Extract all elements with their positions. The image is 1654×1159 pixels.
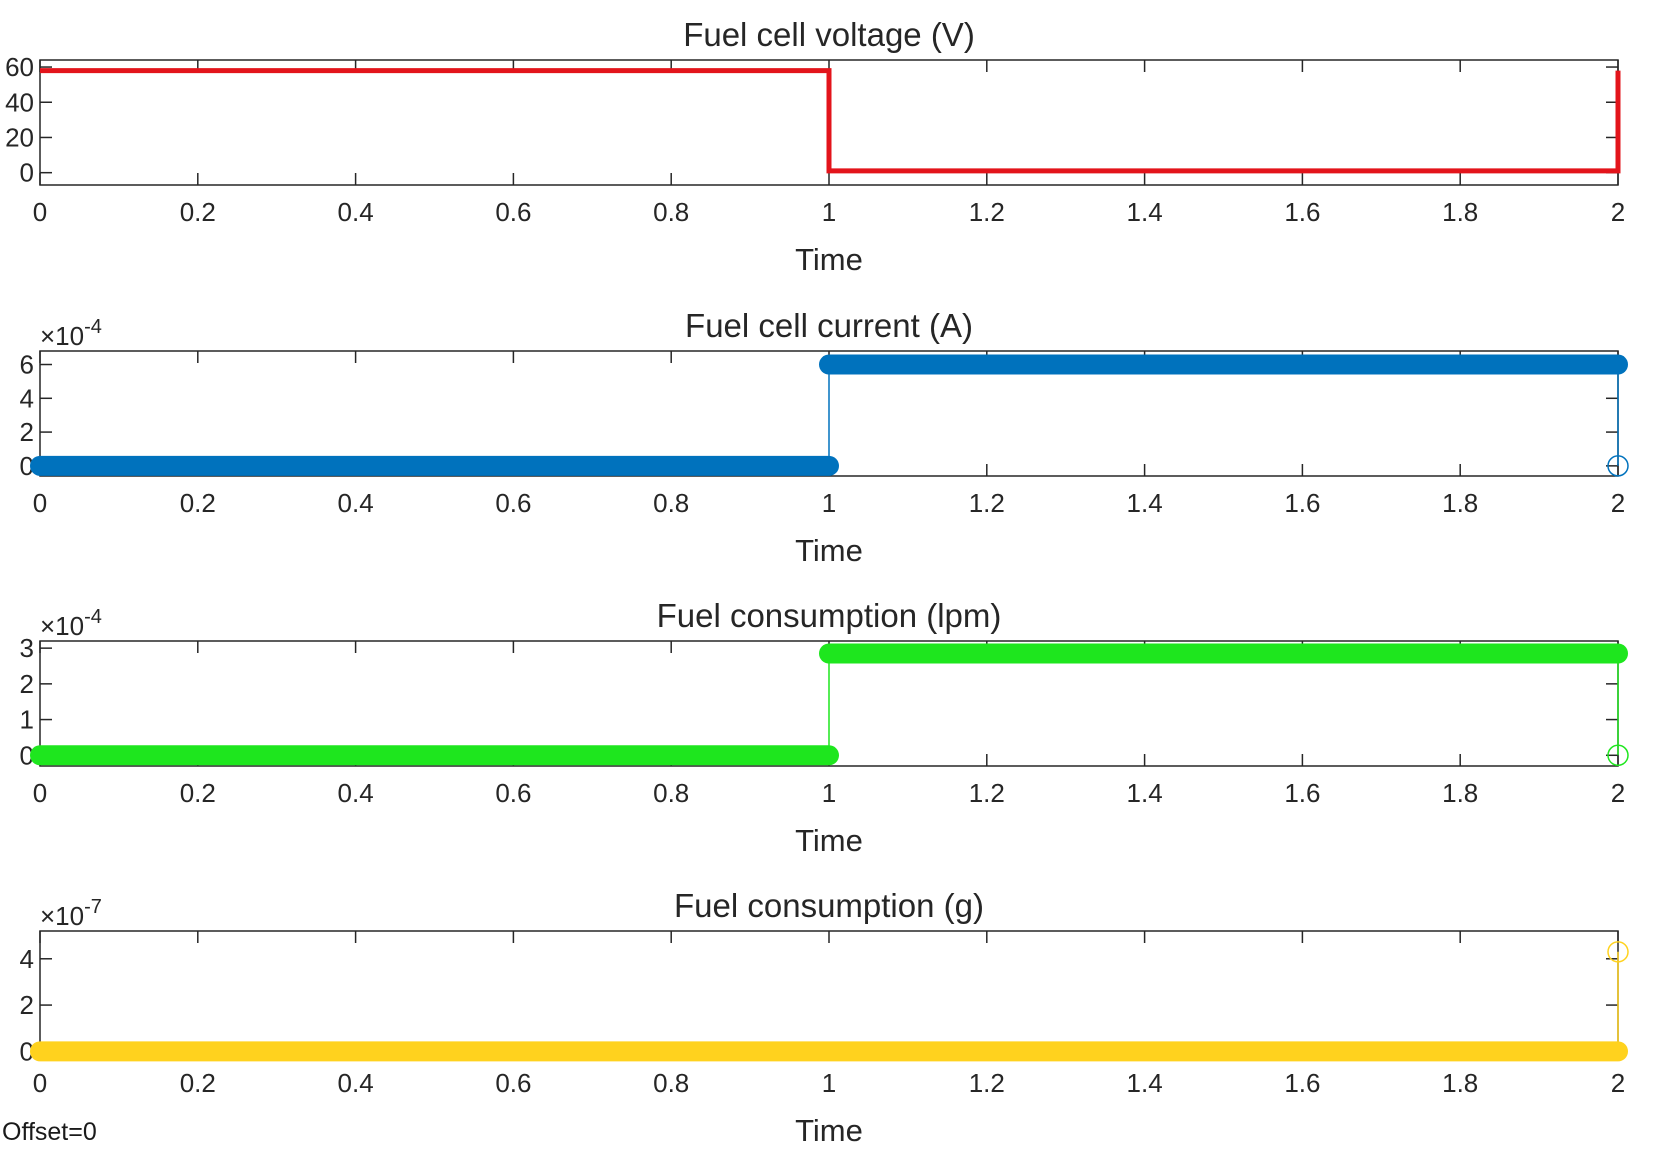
x-tick-label: 2 (1611, 488, 1625, 518)
y-tick-label: 0 (20, 451, 34, 481)
x-tick-label: 1 (822, 1068, 836, 1098)
plot-title: Fuel consumption (lpm) (657, 597, 1002, 634)
series-line-voltage (40, 68, 1621, 174)
x-tick-label: 0.6 (495, 488, 531, 518)
x-tick-label: 0.8 (653, 488, 689, 518)
x-tick-label: 0.4 (338, 197, 374, 227)
y-tick-label: 4 (20, 944, 34, 974)
y-tick-label: 40 (5, 87, 34, 117)
series-end-marker (1607, 744, 1629, 767)
x-tick-label: 1.8 (1442, 778, 1478, 808)
axes-box (39, 930, 1619, 1057)
offset-label: Offset=0 (2, 1118, 97, 1146)
x-tick-label: 1.4 (1127, 488, 1163, 518)
x-axis-label: Time (795, 1113, 863, 1148)
x-tick-label: 0.2 (180, 778, 216, 808)
x-tick-label: 0.2 (180, 488, 216, 518)
y-tick-label: 3 (20, 633, 34, 663)
x-tick-label: 2 (1611, 1068, 1625, 1098)
x-tick-label: 0.2 (180, 197, 216, 227)
x-tick-label: 0 (33, 488, 47, 518)
x-tick-label: 1.8 (1442, 197, 1478, 227)
y-tick-label: 1 (20, 705, 34, 735)
x-tick-label: 0 (33, 1068, 47, 1098)
x-tick-label: 0.6 (495, 1068, 531, 1098)
x-tick-label: 1.2 (969, 778, 1005, 808)
x-tick-label: 1 (822, 778, 836, 808)
y-tick-label: 20 (5, 122, 34, 152)
plot-title: Fuel cell current (A) (685, 307, 973, 344)
x-tick-label: 1 (822, 488, 836, 518)
y-tick-label: 2 (20, 669, 34, 699)
y-tick-label: 0 (20, 740, 34, 770)
subplot-1: Fuel cell voltage (V) 0 0.2 0.4 0.6 0.8 1 1.2 1.… (5, 16, 1625, 277)
x-axis-label: Time (795, 242, 863, 277)
y-tick-label: 2 (20, 990, 34, 1020)
x-tick-label: 1.4 (1127, 778, 1163, 808)
x-tick-label: 0.6 (495, 778, 531, 808)
plot-title: Fuel consumption (g) (674, 887, 984, 924)
x-axis-label: Time (795, 823, 863, 858)
x-tick-label: 1.8 (1442, 1068, 1478, 1098)
x-tick-label: 1.4 (1127, 1068, 1163, 1098)
subplot-3: Fuel consumption (lpm) 0 0.2 0.4 0.6 0.8 1 1.2 1… (20, 597, 1629, 858)
x-tick-label: 1.2 (969, 488, 1005, 518)
x-tick-label: 0 (33, 778, 47, 808)
x-tick-label: 0.2 (180, 1068, 216, 1098)
x-tick-label: 0.8 (653, 1068, 689, 1098)
x-tick-label: 0.4 (338, 488, 374, 518)
x-tick-label: 1.8 (1442, 488, 1478, 518)
x-tick-label: 2 (1611, 778, 1625, 808)
y-tick-label: 6 (20, 350, 34, 380)
subplot-2: Fuel cell current (A) 0 0.2 0.4 0.6 0.8 1 1.2 1.… (20, 307, 1629, 568)
y-exponent-label: ×10-4 (40, 316, 102, 351)
series-end-marker (1607, 941, 1629, 963)
y-tick-label: 4 (20, 383, 34, 413)
y-exponent-label: ×10-7 (40, 896, 102, 931)
x-tick-label: 0 (33, 197, 47, 227)
x-tick-label: 0.8 (653, 778, 689, 808)
x-tick-label: 1.2 (969, 1068, 1005, 1098)
x-tick-label: 1.6 (1284, 778, 1320, 808)
x-tick-label: 1.6 (1284, 1068, 1320, 1098)
x-tick-label: 0.8 (653, 197, 689, 227)
x-tick-label: 0.4 (338, 778, 374, 808)
x-tick-label: 2 (1611, 197, 1625, 227)
x-tick-label: 1.4 (1127, 197, 1163, 227)
x-tick-label: 0.6 (495, 197, 531, 227)
x-tick-label: 1.2 (969, 197, 1005, 227)
plot-title: Fuel cell voltage (V) (683, 16, 975, 53)
y-tick-label: 0 (20, 158, 34, 188)
x-tick-label: 0.4 (338, 1068, 374, 1098)
subplot-4: Fuel consumption (g) 0 0.2 0.4 0.6 0.8 1 1.2 1.4… (20, 887, 1629, 1148)
y-exponent-label: ×10-4 (40, 606, 102, 641)
y-tick-label: 2 (20, 417, 34, 447)
y-tick-label: 60 (5, 52, 34, 82)
x-tick-label: 1.6 (1284, 197, 1320, 227)
y-tick-label: 0 (20, 1036, 34, 1066)
x-axis-label: Time (795, 533, 863, 568)
x-tick-label: 1 (822, 197, 836, 227)
series-end-marker (1607, 455, 1629, 477)
x-tick-label: 1.6 (1284, 488, 1320, 518)
